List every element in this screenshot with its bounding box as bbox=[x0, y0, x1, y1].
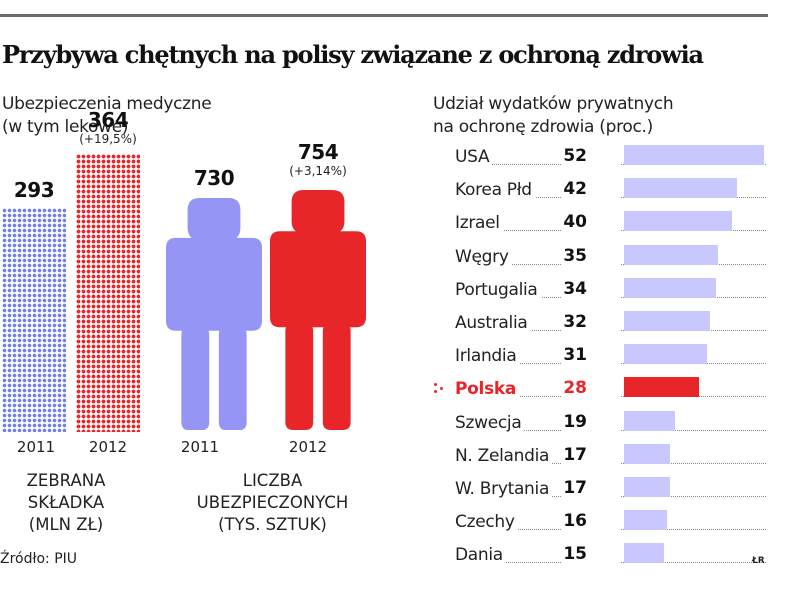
insured-caption-line3: (TYS. SZTUK) bbox=[218, 515, 327, 534]
premium-year-2012: 2012 bbox=[88, 438, 128, 456]
bar-row: Polska 28 bbox=[434, 377, 770, 409]
bar bbox=[624, 311, 711, 331]
bar-row: Korea Płd 42 bbox=[455, 178, 770, 210]
country-label: Węgry bbox=[455, 246, 512, 267]
highlight-marker-icon bbox=[433, 382, 447, 396]
bar bbox=[624, 244, 719, 265]
country-label: Portugalia bbox=[455, 279, 541, 300]
value-label: 19 bbox=[561, 411, 587, 432]
bar-row: Węgry 35 bbox=[455, 244, 770, 277]
insured-caption-line1: LICZBA bbox=[242, 471, 303, 490]
premium-bar-2011 bbox=[2, 208, 66, 432]
chart-title: Przybywa chętnych na polisy związane z o… bbox=[2, 40, 704, 69]
bar-row: Australia 32 bbox=[455, 311, 770, 343]
insured-change-2012: (+3,14%) bbox=[289, 164, 347, 178]
bar-row: Szwecja 19 bbox=[455, 410, 770, 443]
bar bbox=[624, 277, 716, 298]
dotted-leader bbox=[455, 164, 581, 165]
value-label: 32 bbox=[561, 312, 587, 332]
premium-caption: ZEBRANA SKŁADKA (MLN ZŁ) bbox=[0, 470, 132, 536]
insured-year-2011: 2011 bbox=[180, 438, 220, 456]
right-subtitle-line2: na ochronę zdrowia (proc.) bbox=[433, 117, 653, 137]
bar-row: Dania 15 bbox=[455, 543, 770, 575]
bar bbox=[624, 145, 764, 165]
left-subtitle-line2: (w tym lekowe) bbox=[2, 117, 129, 137]
bar bbox=[624, 178, 738, 199]
person-shape-2012 bbox=[270, 190, 366, 430]
premium-change-2012: (+19,5%) bbox=[79, 132, 137, 146]
value-label: 28 bbox=[561, 378, 587, 399]
country-label: Czechy bbox=[455, 512, 518, 533]
bar-row: USA 52 bbox=[455, 145, 770, 177]
country-label: Polska bbox=[455, 379, 520, 400]
person-icon-2011 bbox=[166, 197, 262, 430]
value-label: 17 bbox=[561, 444, 587, 465]
country-label: Szwecja bbox=[455, 412, 525, 433]
bar bbox=[624, 543, 665, 564]
bar-row: Izrael 40 bbox=[455, 211, 770, 243]
right-subtitle-line1: Udział wydatków prywatnych bbox=[433, 94, 674, 114]
author-credit: ŁR bbox=[752, 556, 765, 566]
bar-row: Irlandia 31 bbox=[455, 344, 770, 376]
bar-row: W. Brytania 17 bbox=[455, 477, 770, 509]
dotted-track bbox=[621, 529, 766, 531]
right-subtitle: Udział wydatków prywatnych na ochronę zd… bbox=[433, 93, 674, 139]
value-label: 42 bbox=[561, 179, 587, 200]
bar bbox=[624, 410, 676, 431]
value-label: 40 bbox=[561, 212, 587, 233]
country-label: USA bbox=[455, 147, 493, 167]
premium-caption-line1: ZEBRANA bbox=[26, 471, 106, 490]
left-subtitle: Ubezpieczenia medyczne (w tym lekowe) bbox=[2, 93, 212, 139]
top-rule bbox=[0, 14, 768, 17]
insured-caption-line2: UBEZPIECZONYCH bbox=[196, 493, 349, 512]
country-label: N. Zelandia bbox=[455, 445, 553, 466]
person-icon-2012 bbox=[270, 190, 366, 430]
dotted-track bbox=[621, 496, 766, 497]
value-label: 16 bbox=[561, 511, 587, 532]
premium-value-2011: 293 bbox=[13, 178, 55, 203]
source-note: Źródło: PIU bbox=[0, 551, 78, 567]
country-label: Australia bbox=[455, 313, 531, 333]
bar bbox=[624, 211, 732, 232]
dotted-leader bbox=[455, 230, 581, 232]
premium-bar-2012 bbox=[76, 154, 140, 432]
bar-row: Portugalia 34 bbox=[455, 277, 770, 310]
country-label: Irlandia bbox=[455, 346, 520, 367]
insured-year-2012: 2012 bbox=[288, 438, 328, 456]
country-label: Korea Płd bbox=[455, 180, 535, 201]
value-label: 35 bbox=[561, 245, 587, 266]
premium-value-2012: 364 bbox=[87, 108, 129, 132]
dotted-leader bbox=[455, 562, 581, 564]
person-shape-2011 bbox=[166, 197, 262, 430]
insured-value-2011: 730 bbox=[193, 165, 235, 190]
premium-caption-line2: SKŁADKA bbox=[27, 493, 105, 512]
premium-year-2011: 2011 bbox=[16, 438, 56, 456]
country-label: Izrael bbox=[455, 213, 503, 234]
value-label: 31 bbox=[561, 345, 587, 366]
dotted-track bbox=[621, 562, 766, 564]
value-label: 15 bbox=[561, 544, 587, 565]
dotted-leader bbox=[455, 529, 581, 531]
dotted-leader bbox=[455, 263, 581, 265]
country-label: W. Brytania bbox=[455, 479, 553, 499]
bar-row: N. Zelandia 17 bbox=[455, 443, 770, 476]
dotted-track bbox=[621, 462, 766, 464]
left-subtitle-line1: Ubezpieczenia medyczne bbox=[2, 94, 212, 114]
bar bbox=[624, 477, 670, 497]
dotted-track bbox=[621, 429, 766, 431]
bar bbox=[624, 510, 668, 531]
premium-caption-line3: (MLN ZŁ) bbox=[28, 515, 104, 534]
bar bbox=[624, 344, 708, 365]
insured-caption: LICZBA UBEZPIECZONYCH (TYS. SZTUK) bbox=[165, 470, 380, 536]
bar bbox=[624, 377, 700, 398]
value-label: 52 bbox=[561, 146, 587, 166]
insured-value-2012: 754 bbox=[297, 140, 339, 164]
bar bbox=[624, 443, 670, 464]
value-label: 34 bbox=[561, 278, 587, 299]
bar-row: Czechy 16 bbox=[455, 510, 770, 542]
value-label: 17 bbox=[561, 478, 587, 498]
country-label: Dania bbox=[455, 545, 506, 566]
